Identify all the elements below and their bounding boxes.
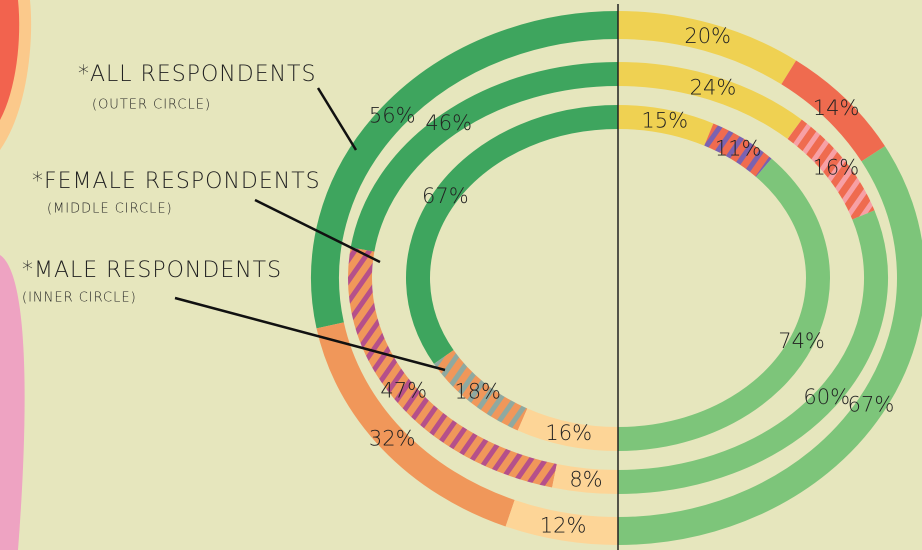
- value-label: 60%: [803, 385, 850, 409]
- note-subtitle: (MIDDLE CIRCLE): [47, 202, 173, 217]
- value-label: 18%: [454, 380, 501, 404]
- value-label: 67%: [848, 393, 895, 417]
- note-title: *MALE RESPONDENTS: [22, 258, 282, 283]
- value-label: 11%: [715, 136, 762, 160]
- infographic: *ALL RESPONDENTS (OUTER CIRCLE) *FEMALE …: [0, 0, 922, 550]
- note-title: *ALL RESPONDENTS: [78, 62, 316, 87]
- note-subtitle: (INNER CIRCLE): [22, 291, 137, 306]
- note-subtitle: (OUTER CIRCLE): [92, 98, 211, 113]
- value-label: 12%: [540, 514, 587, 538]
- value-label: 46%: [425, 111, 472, 135]
- value-label: 32%: [369, 426, 416, 450]
- value-label: 74%: [778, 329, 825, 353]
- value-label: 16%: [545, 421, 592, 445]
- value-label: 16%: [812, 156, 859, 180]
- value-label: 20%: [684, 24, 731, 48]
- value-label: 14%: [813, 96, 860, 120]
- value-label: 67%: [422, 184, 469, 208]
- value-label: 47%: [380, 379, 427, 403]
- value-label: 24%: [690, 75, 737, 99]
- value-label: 56%: [369, 104, 416, 128]
- value-label: 8%: [569, 467, 602, 491]
- note-title: *FEMALE RESPONDENTS: [32, 169, 321, 194]
- value-label: 15%: [641, 108, 688, 132]
